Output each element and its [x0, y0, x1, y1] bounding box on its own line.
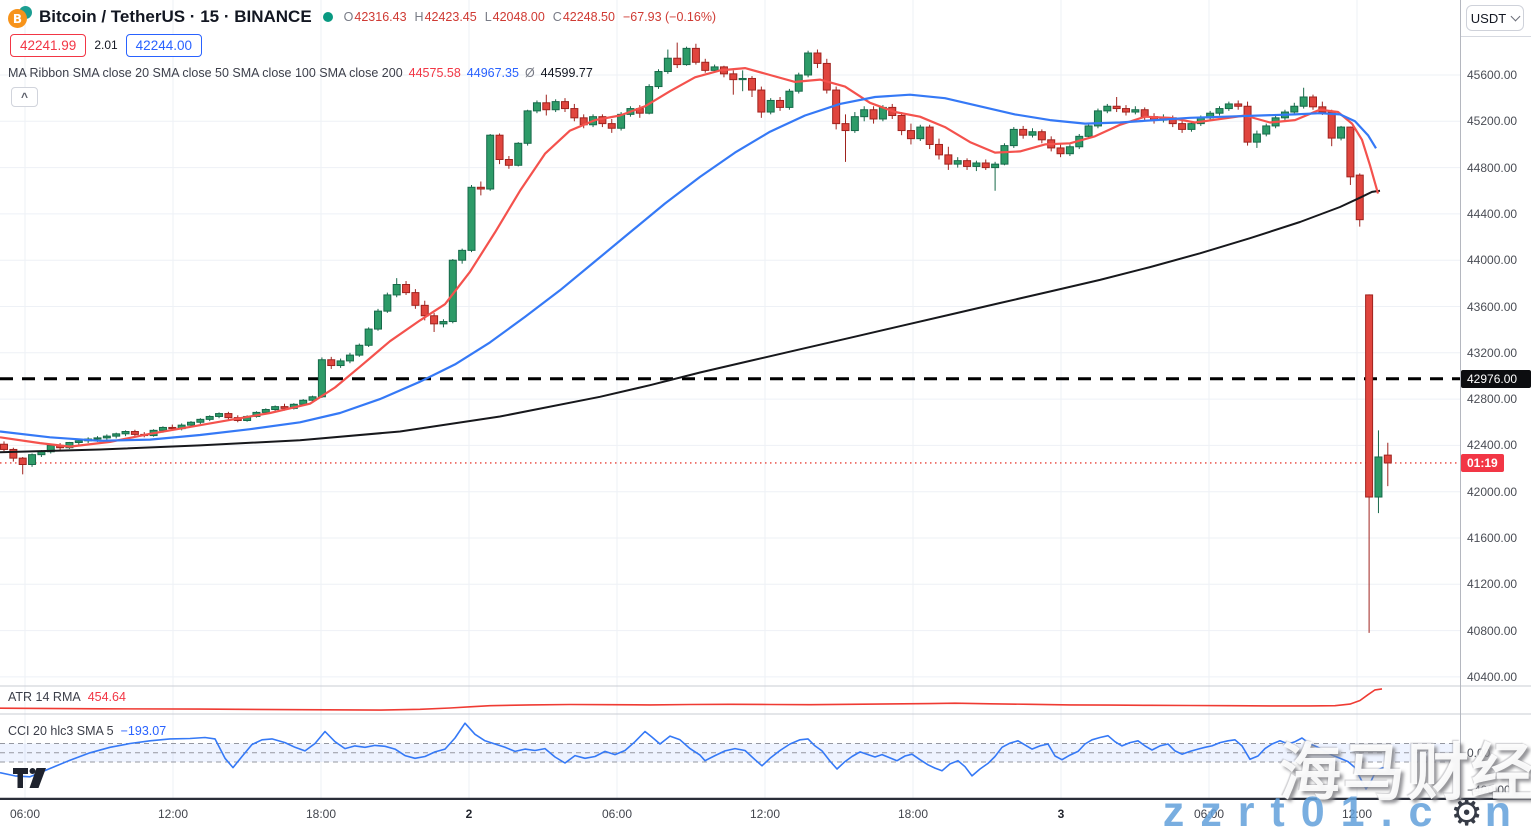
- ask-button[interactable]: 42244.00: [125, 33, 202, 57]
- price-tick-label: 40800.00: [1467, 623, 1518, 638]
- market-open-dot-icon: [322, 12, 333, 22]
- marked-price-label: 42976.00: [1461, 369, 1531, 388]
- atr-legend[interactable]: ATR 14 RMA 454.64: [8, 690, 126, 704]
- sma100-hidden-icon: Ø: [524, 66, 535, 80]
- countdown-label: 01:19: [1461, 453, 1504, 472]
- cci-tick-label: 0.00: [1467, 745, 1491, 760]
- time-tick-label: 06:00: [9, 807, 41, 821]
- price-tick-label: 40400.00: [1467, 669, 1518, 684]
- time-tick-label: 18:00: [897, 807, 929, 821]
- atr-title: ATR 14 RMA: [8, 690, 81, 704]
- time-axis[interactable]: 06:00 12:00 18:00 2 06:00 12:00 18:00 3 06:00 12:…: [0, 800, 1531, 832]
- sma20-value: 44575.58: [408, 66, 461, 80]
- scale-divider: [1461, 36, 1531, 37]
- time-tick-label: 2: [465, 807, 473, 821]
- price-tick-label: 44400.00: [1467, 206, 1518, 221]
- time-tick-label: 06:00: [601, 807, 633, 821]
- time-tick-label: 18:00: [305, 807, 337, 821]
- time-tick-label: 3: [1057, 807, 1065, 821]
- collapse-legend-button[interactable]: ^: [11, 87, 38, 107]
- time-tick-label: 12:00: [749, 807, 781, 821]
- cci-tick-label: −400.00: [1467, 782, 1511, 797]
- symbol-title[interactable]: Bitcoin / TetherUS · 15 · BINANCE: [39, 7, 312, 26]
- cci-title: CCI 20 hlc3 SMA 5: [8, 724, 114, 738]
- spread-value: 2.01: [94, 38, 118, 52]
- time-tick-label: 12:00: [157, 807, 189, 821]
- bitcoin-logo-icon: B: [8, 6, 32, 28]
- symbol-legend: B Bitcoin / TetherUS · 15 · BINANCE O423…: [8, 5, 716, 29]
- price-tick-label: 41600.00: [1467, 531, 1518, 545]
- chevron-down-icon: [1510, 11, 1521, 22]
- change-value: −67.93 (−0.16%): [622, 10, 717, 24]
- ma-ribbon-legend[interactable]: MA Ribbon SMA close 20 SMA close 50 SMA …: [8, 64, 593, 82]
- indicator-title: MA Ribbon SMA close 20 SMA close 50 SMA …: [8, 66, 403, 80]
- price-tick-label: 44800.00: [1467, 160, 1518, 175]
- sma200-value: 44599.77: [540, 66, 593, 80]
- price-chart-canvas[interactable]: [0, 0, 1531, 800]
- price-tick-label: 44000.00: [1467, 253, 1518, 268]
- ohlc-values: O42316.43 H42423.45 L42048.00 C42248.50 …: [343, 10, 717, 24]
- currency-label: USDT: [1470, 10, 1507, 26]
- price-tick-label: 42800.00: [1467, 392, 1518, 407]
- bid-button[interactable]: 42241.99: [10, 33, 87, 57]
- price-tick-label: 43600.00: [1467, 299, 1518, 314]
- atr-value: 454.64: [87, 690, 126, 704]
- price-tick-label: 42400.00: [1467, 438, 1518, 453]
- price-scale[interactable]: USDT 45600.00 45200.00 44800.00 44400.00 440…: [1461, 0, 1531, 800]
- price-tick-label: 45200.00: [1467, 114, 1518, 129]
- time-tick-label: 06:00: [1193, 807, 1225, 821]
- cci-legend[interactable]: CCI 20 hlc3 SMA 5 −193.07: [8, 724, 166, 738]
- price-tick-label: 42000.00: [1467, 484, 1518, 499]
- quote-row: 42241.99 2.01 42244.00: [10, 33, 202, 57]
- price-tick-label: 43200.00: [1467, 345, 1518, 360]
- time-tick-label: 12:00: [1341, 807, 1373, 821]
- sma50-value: 44967.35: [466, 66, 519, 80]
- cci-value: −193.07: [120, 724, 167, 738]
- price-tick-label: 41200.00: [1467, 577, 1518, 592]
- currency-dropdown[interactable]: USDT: [1466, 5, 1524, 31]
- price-tick-label: 45600.00: [1467, 68, 1518, 82]
